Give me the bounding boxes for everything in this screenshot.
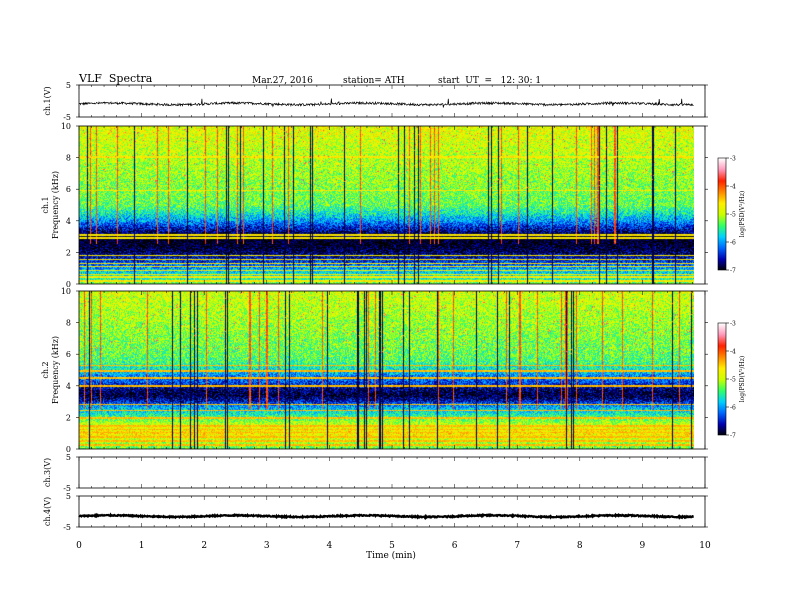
spectrogram-image-3 [79, 291, 694, 449]
colorbar-tick-label: -7 [730, 268, 736, 275]
y-tick-label: 0 [66, 280, 71, 289]
channel-label: ch.2 [41, 361, 50, 378]
channel-label: ch.1 [41, 196, 50, 213]
y-axis-label: ch.1(V) [43, 86, 52, 115]
x-tick-label: 4 [327, 541, 333, 551]
x-tick-label: 10 [699, 541, 711, 551]
panel-3: -3 -4 -5 -6 -7 log(PSD(V²/Hz) ch.2 Frequency (k… [41, 287, 746, 454]
start-time-label: start UT = 12: 30: 1 [438, 76, 542, 86]
x-tick-label: 0 [76, 541, 82, 551]
colorbar-tick-label: -5 [730, 212, 736, 219]
y-tick-label: 10 [61, 122, 71, 131]
panel-4: ch.3(V) 5 -5 [43, 453, 708, 493]
panel-5: ch.4(V) 5 -5 [43, 492, 708, 532]
panel-2: -3 -4 -5 -6 -7 log(PSD(V²/Hz) ch.1 Frequency (k… [41, 122, 746, 289]
y-tick-label: 4 [66, 382, 71, 391]
waveform-trace [78, 98, 694, 108]
y-tick-label: 0 [66, 445, 71, 454]
y-axis-label: Frequency (kHz) [51, 171, 60, 239]
y-tick-label: 4 [66, 217, 71, 226]
colorbar-2 [718, 158, 726, 270]
colorbar-tick-label: -7 [730, 433, 736, 440]
x-tick-label: 7 [514, 541, 520, 551]
x-tick-label: 3 [264, 541, 270, 551]
x-tick-label: 1 [139, 541, 145, 551]
y-tick-label: 2 [66, 413, 71, 422]
y-tick-label: 8 [66, 319, 71, 328]
y-tick-label: 5 [66, 81, 71, 90]
y-tick-label: 10 [61, 287, 71, 296]
colorbar-tick-label: -4 [730, 349, 736, 356]
y-tick-label: 6 [66, 185, 71, 194]
y-tick-label: -5 [63, 523, 71, 532]
x-tick-label: 2 [201, 541, 207, 551]
panel-frame [78, 84, 706, 118]
y-tick-label: 6 [66, 350, 71, 359]
x-tick-label: 8 [577, 541, 583, 551]
waveform-trace [78, 512, 694, 520]
y-tick-label: -5 [63, 113, 71, 122]
colorbar-tick-label: -3 [730, 156, 736, 163]
x-axis-label: Time (min) [366, 550, 416, 561]
colorbar-tick-label: -4 [730, 184, 736, 191]
y-tick-label: 8 [66, 154, 71, 163]
panel-frame [78, 456, 706, 489]
figure-title: VLF Spectra [79, 72, 153, 85]
colorbar-label: log(PSD(V²/Hz) [739, 191, 746, 238]
colorbar-3 [718, 323, 726, 435]
y-tick-label: 2 [66, 248, 71, 257]
colorbar-tick-label: -5 [730, 377, 736, 384]
x-tick-label: 9 [640, 541, 646, 551]
colorbar-label: log(PSD(V²/Hz) [739, 356, 746, 403]
y-tick-label: 5 [66, 492, 71, 501]
y-tick-label: 5 [66, 453, 71, 462]
panel-frame [78, 495, 706, 528]
station-label: station= ATH [343, 76, 405, 86]
recording-date: Mar.27, 2016 [252, 76, 313, 86]
y-tick-label: -5 [63, 484, 71, 493]
x-tick-label: 6 [452, 541, 458, 551]
colorbar-tick-label: -6 [730, 405, 736, 412]
panel-1: ch.1(V) 5 -5 [43, 81, 708, 122]
y-axis-label: ch.4(V) [43, 497, 52, 526]
spectrogram-image-2 [79, 126, 694, 284]
colorbar-tick-label: -3 [730, 321, 736, 328]
colorbar-tick-label: -6 [730, 240, 736, 247]
x-tick-label: 5 [389, 541, 395, 551]
y-axis-label: Frequency (kHz) [51, 336, 60, 404]
y-axis-label: ch.3(V) [43, 458, 52, 487]
x-axis: Time (min) 0 1 2 3 4 5 6 7 8 9 10 [76, 541, 711, 561]
